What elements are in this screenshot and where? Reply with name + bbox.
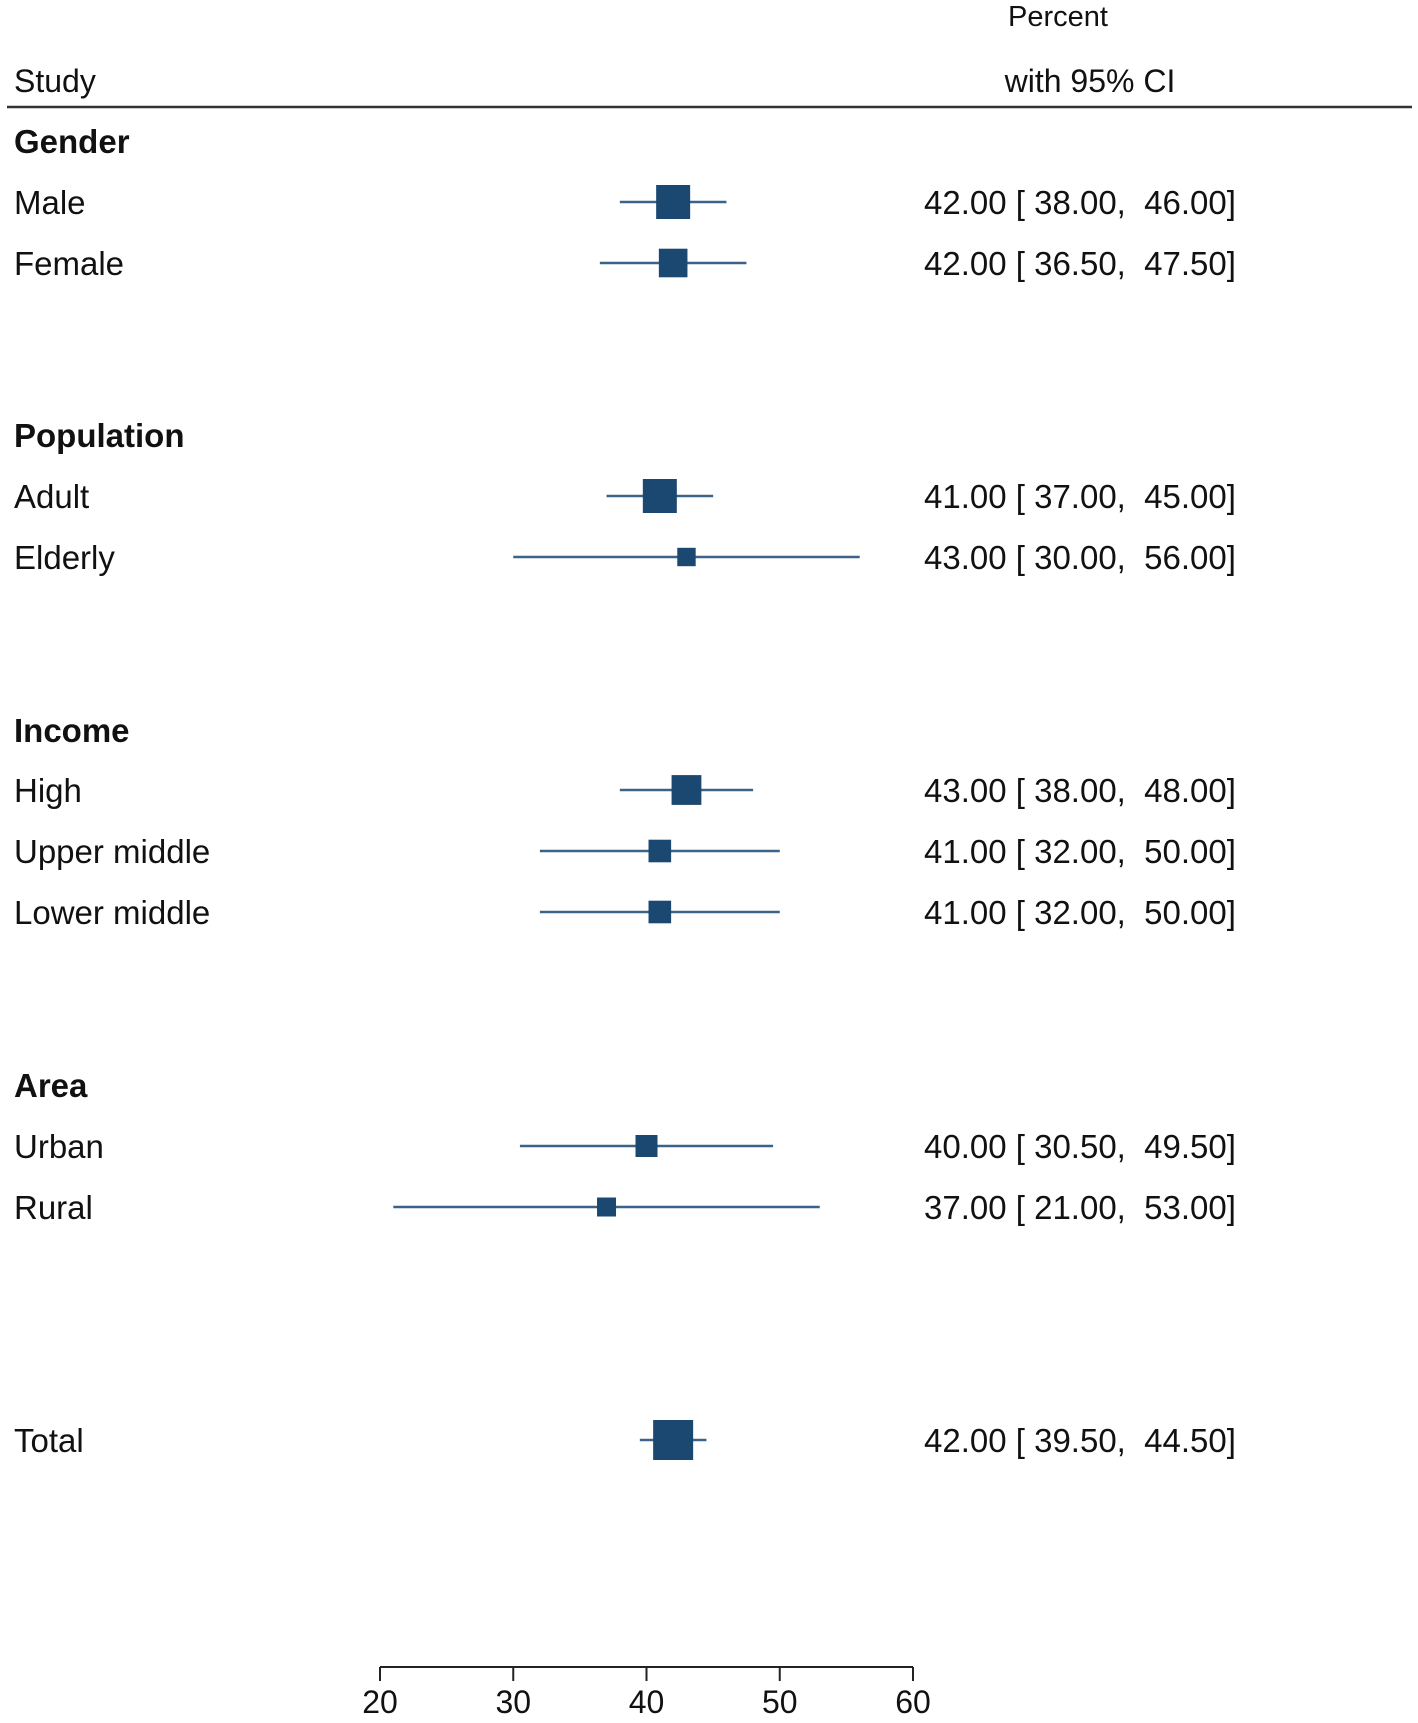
x-axis: 20 30 40 50 60	[362, 1666, 931, 1720]
row-label-adult: Adult	[14, 478, 89, 515]
row-label-lower-middle: Lower middle	[14, 894, 210, 931]
row-label-rural: Rural	[14, 1189, 93, 1226]
row-stat-upper-middle: 41.00 [ 32.00, 50.00]	[924, 833, 1236, 870]
estimate-box-rural	[597, 1197, 617, 1217]
row-label-total: Total	[14, 1422, 84, 1459]
row-label-upper-middle: Upper middle	[14, 833, 210, 870]
row-label-elderly: Elderly	[14, 539, 115, 576]
row-stat-lower-middle: 41.00 [ 32.00, 50.00]	[924, 894, 1236, 931]
estimate-box-high	[671, 775, 702, 805]
row-stat-rural: 37.00 [ 21.00, 53.00]	[924, 1189, 1236, 1226]
estimate-box-adult	[642, 479, 677, 513]
header-stat-line1: Percent	[1008, 1, 1108, 33]
group-heading-income: Income	[14, 712, 130, 749]
group-heading-gender: Gender	[14, 123, 130, 160]
group-heading-area: Area	[14, 1067, 88, 1104]
row-label-female: Female	[14, 245, 124, 282]
x-axis-tick-label: 50	[762, 1684, 798, 1720]
estimate-box-total	[653, 1420, 694, 1460]
estimate-box-urban	[635, 1135, 658, 1157]
estimate-box-male	[656, 185, 691, 219]
chart-marks	[393, 185, 860, 1460]
row-label-high: High	[14, 772, 82, 809]
estimate-box-upper-middle	[648, 839, 672, 863]
header-stat-line2: with 95% CI	[1004, 63, 1176, 99]
row-stat-urban: 40.00 [ 30.50, 49.50]	[924, 1128, 1236, 1165]
x-axis-tick-label: 60	[895, 1684, 931, 1720]
x-axis-tick-label: 40	[629, 1684, 665, 1720]
row-stat-adult: 41.00 [ 37.00, 45.00]	[924, 478, 1236, 515]
estimate-box-lower-middle	[648, 900, 672, 924]
row-stat-high: 43.00 [ 38.00, 48.00]	[924, 772, 1236, 809]
estimate-box-elderly	[677, 547, 696, 567]
row-stat-female: 42.00 [ 36.50, 47.50]	[924, 245, 1236, 282]
row-label-urban: Urban	[14, 1128, 104, 1165]
row-label-male: Male	[14, 184, 86, 221]
row-stat-male: 42.00 [ 38.00, 46.00]	[924, 184, 1236, 221]
x-axis-tick-label: 30	[495, 1684, 531, 1720]
row-stat-elderly: 43.00 [ 30.00, 56.00]	[924, 539, 1236, 576]
row-stat-total: 42.00 [ 39.50, 44.50]	[924, 1422, 1236, 1459]
x-axis-tick-label: 20	[362, 1684, 398, 1720]
group-heading-population: Population	[14, 417, 184, 454]
header-study-label: Study	[14, 63, 96, 99]
estimate-box-female	[658, 248, 688, 278]
